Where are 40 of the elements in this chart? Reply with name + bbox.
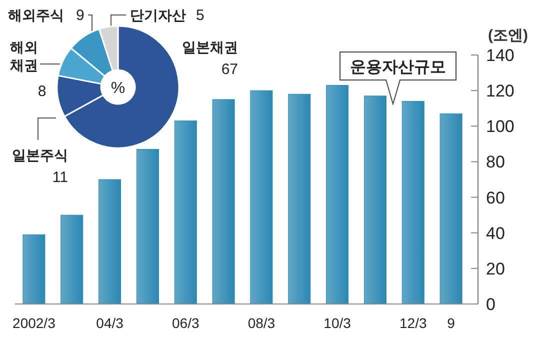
y-tick-label: 120 [486,82,514,101]
y-axis-title: (조엔) [488,27,528,44]
x-tick-label: 12/3 [400,315,427,331]
x-tick-label: 2002/3 [12,315,56,331]
x-tick-label: 06/3 [172,315,200,331]
slice-label: 해외채권 [9,39,38,73]
y-tick-label: 0 [486,295,496,314]
y-tick-label: 100 [486,117,514,136]
slice-label: 일본주식 [12,147,68,163]
x-tick-label: 10/3 [324,315,352,331]
data-label: 5 [196,7,204,24]
data-label: 11 [52,169,68,186]
data-label: 8 [38,83,46,100]
x-tick-label: 04/3 [96,315,124,331]
bar [98,179,122,304]
bar [364,96,386,304]
data-label: 67 [221,61,238,78]
y-tick-label: 40 [486,224,505,243]
bar [250,90,273,304]
bar [402,100,424,304]
x-tick-label: 08/3 [248,315,276,331]
bar [440,113,462,304]
y-tick-label: 20 [486,259,505,278]
bar [326,84,349,304]
annotation: 운용자산규모 [350,59,446,76]
y-tick-label: 60 [486,188,505,208]
bar [22,234,46,304]
slice-label: 해외주식 [8,7,64,23]
bar [212,99,235,304]
bar [174,120,197,304]
bar [60,214,84,304]
x-tick-label: 9 [447,315,456,331]
slice-label: 일본채권 [182,39,238,55]
y-tick-label: 80 [486,152,505,172]
y-tick-label: 140 [486,46,514,65]
bar [288,94,311,304]
data-label: 9 [76,7,84,24]
bar [136,149,159,304]
annotation: % [110,80,126,97]
slice-label: 단기자산 [130,7,186,23]
